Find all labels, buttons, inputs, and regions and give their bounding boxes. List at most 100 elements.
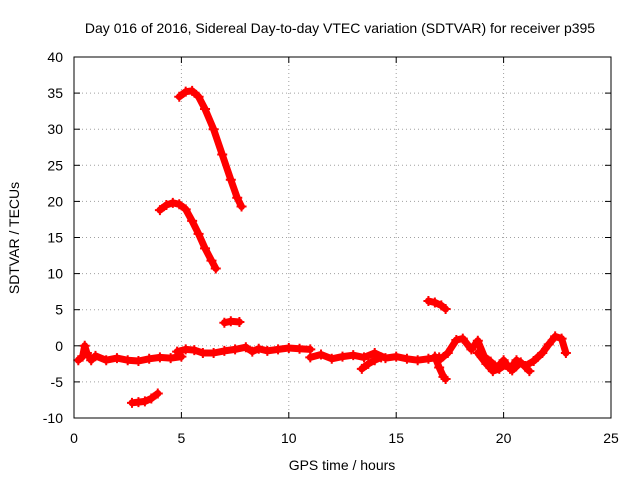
data-point <box>429 297 440 308</box>
data-point <box>111 353 122 364</box>
x-tick-label: 25 <box>603 430 619 446</box>
data-point <box>187 85 198 96</box>
series-trace <box>474 349 533 375</box>
series-baseline-mid <box>172 342 316 359</box>
data-point <box>507 365 518 376</box>
y-tick-label: 30 <box>47 121 63 137</box>
series-trace <box>156 199 220 272</box>
data-point <box>133 355 144 366</box>
data-point <box>550 331 561 342</box>
series-segment-negative <box>126 388 163 408</box>
data-point <box>305 352 316 363</box>
data-point <box>438 371 449 382</box>
data-point <box>423 296 434 307</box>
data-point <box>234 316 245 327</box>
data-point <box>240 342 251 353</box>
y-tick-label: 20 <box>47 193 63 209</box>
x-tick-label: 15 <box>388 430 404 446</box>
grid-layer <box>74 57 611 418</box>
series-arc-mid <box>154 197 221 274</box>
data-point <box>358 352 369 363</box>
data-point <box>481 358 492 369</box>
series-trace <box>358 353 385 373</box>
y-axis-label: SDTVAR / TECUs <box>6 182 22 294</box>
data-point <box>225 316 236 327</box>
data-point <box>348 350 359 361</box>
y-tick-label: 35 <box>47 85 63 101</box>
data-point <box>262 345 273 356</box>
data-point <box>122 355 133 366</box>
y-tick-label: 40 <box>47 49 63 65</box>
data-point <box>472 348 483 359</box>
series-trace <box>175 87 245 210</box>
series-segment-7h <box>219 316 245 328</box>
y-tick-label: 0 <box>55 338 63 354</box>
y-tick-label: 15 <box>47 230 63 246</box>
data-point <box>528 355 539 366</box>
series-baseline-early <box>73 340 187 366</box>
x-axis-label: GPS time / hours <box>289 457 396 473</box>
data-point <box>172 346 183 357</box>
data-point <box>466 344 477 355</box>
data-point <box>326 353 337 364</box>
data-point <box>376 352 387 363</box>
data-point <box>208 348 219 359</box>
data-point <box>560 348 571 359</box>
data-point <box>165 353 176 364</box>
data-point <box>283 342 294 353</box>
data-point <box>500 359 511 370</box>
data-point <box>210 263 221 274</box>
series-dip-14h <box>356 352 387 374</box>
series-arc-high <box>174 85 247 212</box>
x-tick-label: 0 <box>70 430 78 446</box>
data-point <box>189 345 200 356</box>
series-segment-17h <box>423 296 451 314</box>
data-point <box>556 333 567 344</box>
data-point <box>236 201 247 212</box>
data-point <box>187 215 198 226</box>
data-point <box>494 363 505 374</box>
data-point <box>356 363 367 374</box>
x-tick-label: 20 <box>496 430 512 446</box>
data-point <box>200 103 211 114</box>
data-point <box>208 124 219 135</box>
data-point <box>180 204 191 215</box>
data-point <box>154 205 165 216</box>
data-point <box>401 353 412 364</box>
data-point <box>515 357 526 368</box>
data-point <box>101 355 112 366</box>
y-tick-label: 10 <box>47 266 63 282</box>
data-point <box>217 149 228 160</box>
y-tick-label: -10 <box>43 410 63 426</box>
data-point <box>174 91 185 102</box>
data-point <box>144 353 155 364</box>
data-point <box>206 255 217 266</box>
data-point <box>440 374 451 385</box>
data-point <box>90 350 101 361</box>
data-point <box>451 335 462 346</box>
data-point <box>81 348 92 359</box>
data-layer <box>73 85 571 408</box>
data-point <box>232 192 243 203</box>
data-point <box>487 366 498 377</box>
x-tick-label: 10 <box>281 430 297 446</box>
data-point <box>253 343 264 354</box>
data-point <box>152 388 163 399</box>
data-point <box>457 333 468 344</box>
data-point <box>543 339 554 350</box>
y-tick-label: 5 <box>55 302 63 318</box>
tick-layer: 0 5 10 15 20 25 -10 -5 0 5 10 15 20 25 30 35 40 <box>43 49 619 446</box>
data-point <box>316 349 327 360</box>
data-point <box>174 199 185 210</box>
series-baseline-late <box>305 348 445 366</box>
data-point <box>434 355 445 366</box>
data-point <box>79 340 90 351</box>
data-point <box>472 335 483 346</box>
data-point <box>193 228 204 239</box>
data-point <box>161 200 172 211</box>
data-point <box>225 174 236 185</box>
data-point <box>442 348 453 359</box>
data-point <box>363 358 374 369</box>
data-point <box>219 345 230 356</box>
